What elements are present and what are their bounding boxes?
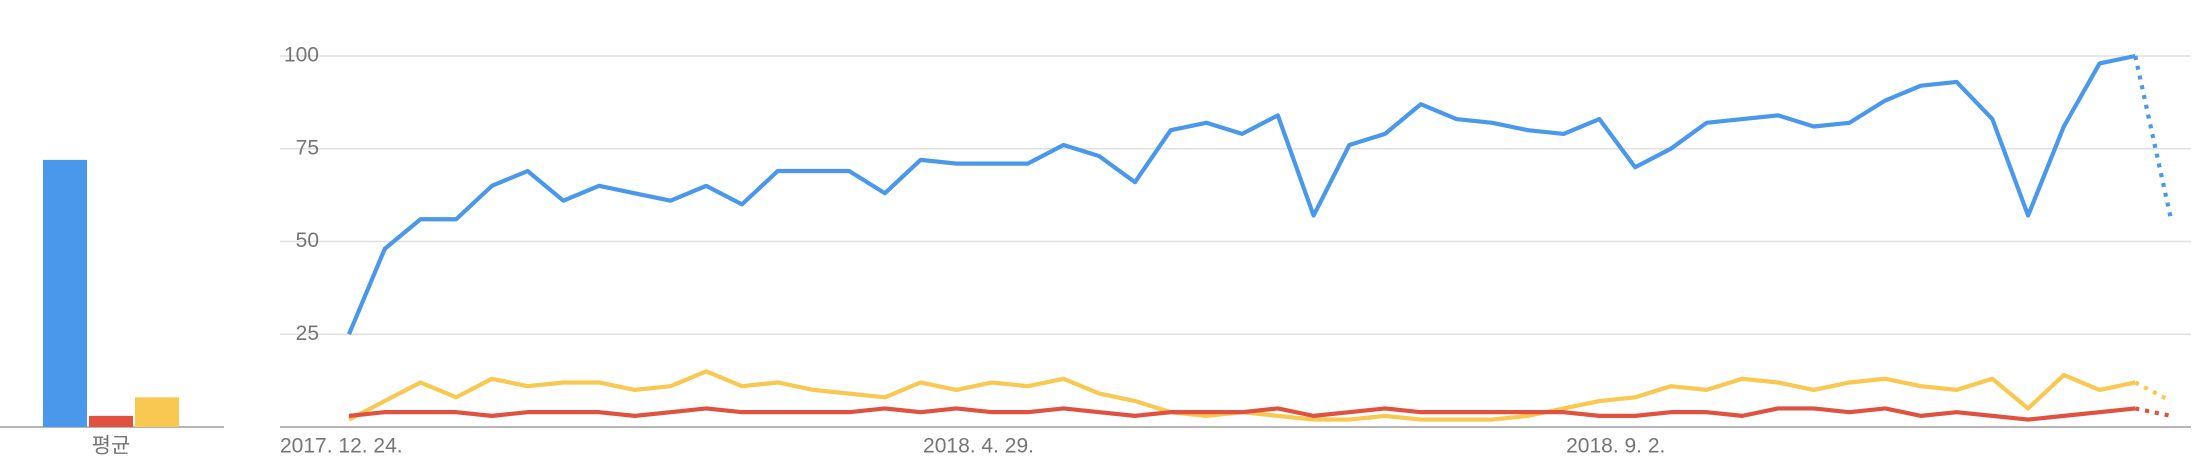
y-tick-label: 100 [284, 44, 319, 67]
partial-segment [2134, 380, 2172, 403]
x-tick-label: 평균 [92, 435, 131, 458]
y-tick-label: 25 [296, 322, 319, 345]
average-bar [43, 159, 87, 427]
average-bar [89, 415, 133, 427]
trend-line [348, 406, 2136, 422]
x-tick-label: 2018. 9. 2. [1566, 435, 1665, 458]
x-tick-label: 2017. 12. 24. [280, 435, 403, 458]
trend-line [347, 53, 2136, 336]
partial-segment [2133, 55, 2174, 220]
y-tick-label: 75 [296, 136, 319, 159]
x-tick-label: 2018. 4. 29. [923, 435, 1034, 458]
y-tick-label: 50 [296, 229, 319, 252]
partial-segment [2134, 406, 2172, 418]
average-bar [135, 397, 179, 427]
